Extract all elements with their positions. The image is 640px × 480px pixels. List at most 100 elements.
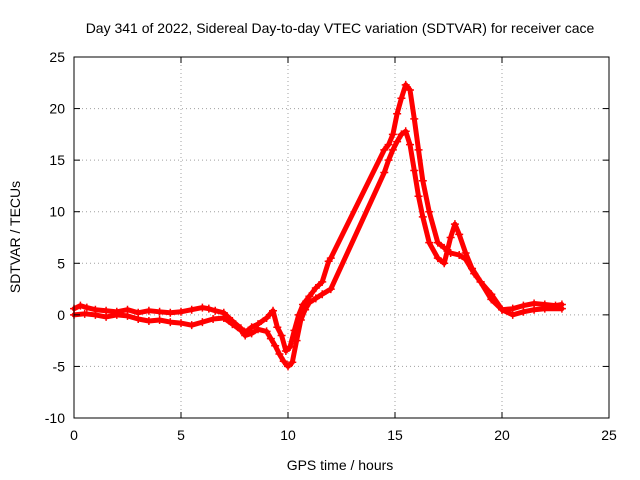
y-tick-label: 0	[57, 307, 65, 323]
data-point	[450, 220, 459, 229]
data-point	[102, 312, 111, 321]
data-point	[380, 145, 389, 154]
data-point	[262, 313, 271, 322]
data-point	[487, 290, 496, 299]
data-point	[254, 325, 263, 334]
data-point	[318, 277, 327, 286]
y-tick-label: -5	[53, 358, 66, 374]
data-point	[166, 308, 175, 317]
data-point	[91, 310, 100, 319]
data-point	[410, 166, 419, 175]
data-point	[275, 350, 284, 359]
data-point	[123, 311, 132, 320]
data-point	[305, 298, 314, 307]
chart-title: Day 341 of 2022, Sidereal Day-to-day VTE…	[86, 20, 595, 36]
y-tick-label: 25	[49, 49, 65, 65]
data-point	[204, 304, 213, 313]
data-point	[80, 309, 89, 318]
series-lower-track	[70, 127, 566, 371]
data-point	[266, 334, 275, 343]
data-point	[446, 233, 455, 242]
data-point	[296, 316, 305, 325]
data-point	[440, 259, 449, 268]
data-point	[155, 307, 164, 316]
data-point	[519, 307, 528, 316]
data-point	[397, 94, 406, 103]
data-point	[292, 336, 301, 345]
data-point	[461, 248, 470, 257]
data-point	[286, 342, 295, 351]
data-point	[401, 80, 410, 89]
data-point	[401, 127, 410, 136]
data-point	[155, 316, 164, 325]
data-point	[418, 176, 427, 185]
data-point	[455, 230, 464, 239]
data-point	[187, 305, 196, 314]
data-point	[76, 301, 85, 310]
y-tick-label: 5	[57, 255, 65, 271]
data-point	[397, 130, 406, 139]
data-point	[236, 326, 245, 335]
data-point	[388, 145, 397, 154]
data-point	[433, 238, 442, 247]
x-tick-label: 15	[387, 427, 403, 443]
data-point	[425, 207, 434, 216]
data-point	[301, 305, 310, 314]
data-point	[247, 329, 256, 338]
axis-ticks: 0 5 10 15 20 25 -10 -5 0 5 10 15 20 25	[45, 49, 617, 443]
data-point	[144, 317, 153, 326]
data-point	[228, 320, 237, 329]
data-point	[281, 346, 290, 355]
data-point	[311, 294, 320, 303]
data-point	[112, 310, 121, 319]
series-upper-track	[70, 80, 566, 355]
data-point	[177, 307, 185, 316]
data-point	[540, 304, 549, 313]
data-point	[468, 264, 477, 273]
data-point	[393, 109, 402, 118]
data-point	[498, 305, 506, 314]
data-point	[311, 284, 320, 293]
data-point	[279, 357, 288, 366]
data-point	[271, 341, 280, 350]
data-point	[209, 314, 218, 323]
data-point	[476, 277, 485, 286]
data-point	[384, 140, 393, 149]
data-point	[455, 251, 464, 260]
data-point	[388, 130, 397, 139]
data-point	[198, 303, 207, 312]
x-tick-label: 10	[280, 427, 296, 443]
y-tick-label: 10	[49, 204, 65, 220]
data-point	[198, 318, 207, 327]
data-point	[166, 318, 175, 327]
data-point	[405, 140, 414, 149]
data-point	[425, 238, 434, 247]
data-point	[414, 192, 423, 201]
data-point	[410, 114, 419, 123]
y-tick-label: 15	[49, 152, 65, 168]
data-point	[557, 304, 566, 313]
y-tick-label: -10	[45, 410, 65, 426]
data-point	[144, 306, 153, 315]
data-point	[187, 321, 196, 330]
data-point	[326, 285, 335, 294]
data-point	[211, 306, 220, 315]
data-point	[277, 331, 286, 340]
x-axis-label: GPS time / hours	[287, 457, 394, 473]
data-point	[318, 290, 327, 299]
data-point	[288, 358, 297, 367]
data-point	[134, 314, 143, 323]
data-point	[380, 168, 389, 177]
data-point	[433, 254, 442, 263]
data-point	[219, 313, 228, 322]
data-point	[262, 327, 271, 336]
y-tick-label: 20	[49, 101, 65, 117]
data-point	[418, 212, 427, 221]
data-point	[414, 145, 423, 154]
data-point	[405, 86, 414, 95]
x-tick-label: 5	[177, 427, 185, 443]
data-point	[530, 305, 539, 314]
data-point	[393, 137, 402, 146]
